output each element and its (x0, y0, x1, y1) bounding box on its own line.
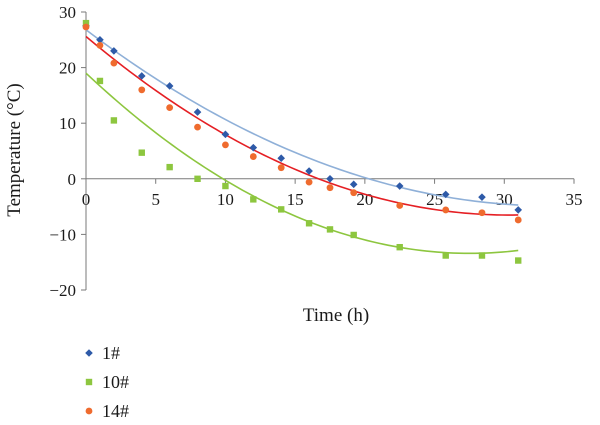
data-point-1 (137, 72, 146, 80)
y-tick-label: 0 (68, 170, 77, 189)
x-tick-label: 10 (217, 190, 234, 209)
data-point-10 (278, 206, 285, 213)
y-tick-label: 10 (59, 114, 76, 133)
data-point-10 (96, 77, 104, 85)
y-tick-label: 30 (59, 3, 76, 22)
trendline-14 (85, 35, 519, 216)
data-point-14 (194, 123, 201, 131)
data-point-1 (277, 154, 285, 163)
data-point-1 (478, 193, 486, 201)
data-point-10 (222, 182, 229, 190)
data-point-14 (396, 202, 404, 209)
data-point-14 (166, 104, 174, 112)
data-point-10 (166, 163, 173, 171)
data-point-1 (221, 130, 230, 139)
trendline-10 (85, 72, 519, 255)
data-point-1 (514, 206, 523, 214)
y-axis-title: Temperature (°C) (4, 83, 25, 216)
data-point-10 (194, 175, 201, 182)
data-point-10 (138, 149, 145, 156)
data-point-1 (193, 108, 202, 116)
y-tick-label: −20 (49, 281, 76, 300)
legend: 1# 10# 14# (85, 343, 129, 421)
x-tick-label: 30 (496, 190, 513, 209)
data-point-1 (110, 47, 118, 55)
data-point-1 (395, 182, 404, 190)
tick-labels: 30 20 10 0 −10 −20 0 5 10 15 20 25 30 35 (49, 3, 582, 300)
data-point-14 (249, 153, 257, 160)
legend-label-1: 1# (102, 343, 120, 363)
data-point-14 (82, 23, 90, 31)
x-tick-label: 35 (566, 190, 583, 209)
data-point-1 (349, 180, 358, 189)
data-point-1 (165, 82, 174, 90)
data-point-10 (250, 196, 257, 203)
x-tick-label: 0 (82, 190, 91, 209)
data-point-10 (326, 226, 334, 233)
data-point-1 (305, 167, 313, 175)
data-point-1 (96, 36, 104, 44)
data-point-14 (222, 141, 229, 149)
data-point-14 (478, 209, 486, 217)
x-tick-label: 5 (151, 190, 160, 209)
data-point-14 (442, 206, 450, 214)
x-tick-label: 15 (287, 190, 304, 209)
legend-label-10: 10# (102, 372, 129, 392)
data-point-14 (305, 178, 313, 186)
data-point-10 (305, 220, 313, 227)
data-point-10 (478, 252, 486, 259)
x-tick-label: 20 (356, 190, 373, 209)
y-tick-label: −10 (49, 225, 76, 244)
data-point-14 (96, 41, 104, 49)
data-point-1 (326, 175, 334, 183)
legend-marker-1 (85, 349, 93, 357)
legend-marker-10 (85, 378, 93, 386)
data-point-14 (350, 189, 358, 197)
trendlines (85, 29, 519, 255)
x-axis-title: Time (h) (303, 305, 369, 326)
data-point-10 (515, 257, 522, 264)
x-tick-label: 25 (426, 190, 443, 209)
legend-marker-14 (85, 407, 93, 415)
axes (81, 11, 575, 291)
legend-label-14: 14# (102, 401, 129, 421)
data-point-1 (441, 190, 450, 199)
data-point-10 (82, 19, 90, 27)
data-point-14 (277, 164, 285, 172)
data-point-14 (138, 86, 146, 94)
data-point-10 (396, 243, 403, 251)
y-tick-label: 20 (59, 59, 76, 78)
data-point-14 (110, 59, 118, 67)
data-point-14 (326, 184, 334, 192)
data-points (82, 19, 523, 264)
data-point-1 (249, 143, 258, 152)
data-point-10 (350, 231, 357, 239)
data-point-10 (110, 117, 118, 124)
data-point-14 (514, 216, 522, 224)
data-point-10 (442, 252, 449, 259)
